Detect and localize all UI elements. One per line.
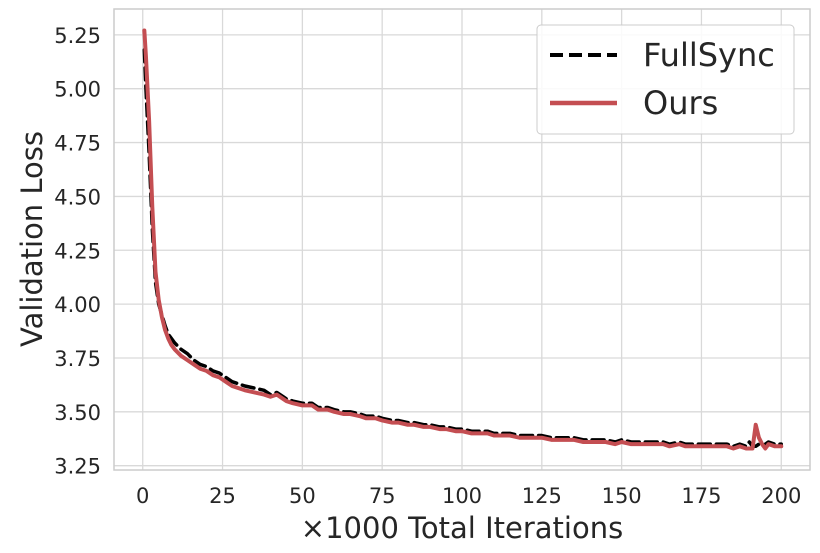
- x-tick-label: 25: [209, 484, 236, 508]
- y-tick-label: 3.50: [54, 401, 101, 425]
- x-tick-label: 75: [369, 484, 396, 508]
- plot-frame: [113, 8, 811, 471]
- x-tick-label: 50: [289, 484, 316, 508]
- x-tick-label: 0: [136, 484, 149, 508]
- y-axis-label: Validation Loss: [15, 131, 49, 347]
- legend: FullSync Ours: [536, 24, 795, 135]
- legend-label-ours: Ours: [643, 84, 718, 122]
- y-tick-label: 5.25: [54, 24, 101, 48]
- y-tick-label: 3.75: [54, 347, 101, 371]
- x-tick-label: 175: [681, 484, 721, 508]
- x-tick-label: 125: [522, 484, 562, 508]
- y-tick-label: 5.00: [54, 78, 101, 102]
- y-tick-label: 3.25: [54, 455, 101, 479]
- x-tick-label: 100: [442, 484, 482, 508]
- legend-label-fullsync: FullSync: [643, 36, 775, 74]
- x-tick-labels: 0 25 50 75 100 125 150 175 200: [136, 484, 801, 508]
- x-tick-label: 200: [761, 484, 801, 508]
- x-tick-label: 150: [602, 484, 642, 508]
- series-line-ours: [142, 28, 784, 451]
- y-tick-labels: 3.25 3.50 3.75 4.00 4.25 4.50 4.75 5.00 5.25: [54, 24, 101, 479]
- y-tick-label: 4.00: [54, 293, 101, 317]
- y-tick-label: 4.25: [54, 239, 101, 263]
- legend-box: [536, 24, 795, 135]
- y-tick-label: 4.75: [54, 132, 101, 156]
- series-lines: [142, 28, 784, 451]
- x-axis-label: ×1000 Total Iterations: [301, 511, 623, 545]
- y-tick-label: 4.50: [54, 185, 101, 209]
- series-line-fullsync: [142, 48, 784, 449]
